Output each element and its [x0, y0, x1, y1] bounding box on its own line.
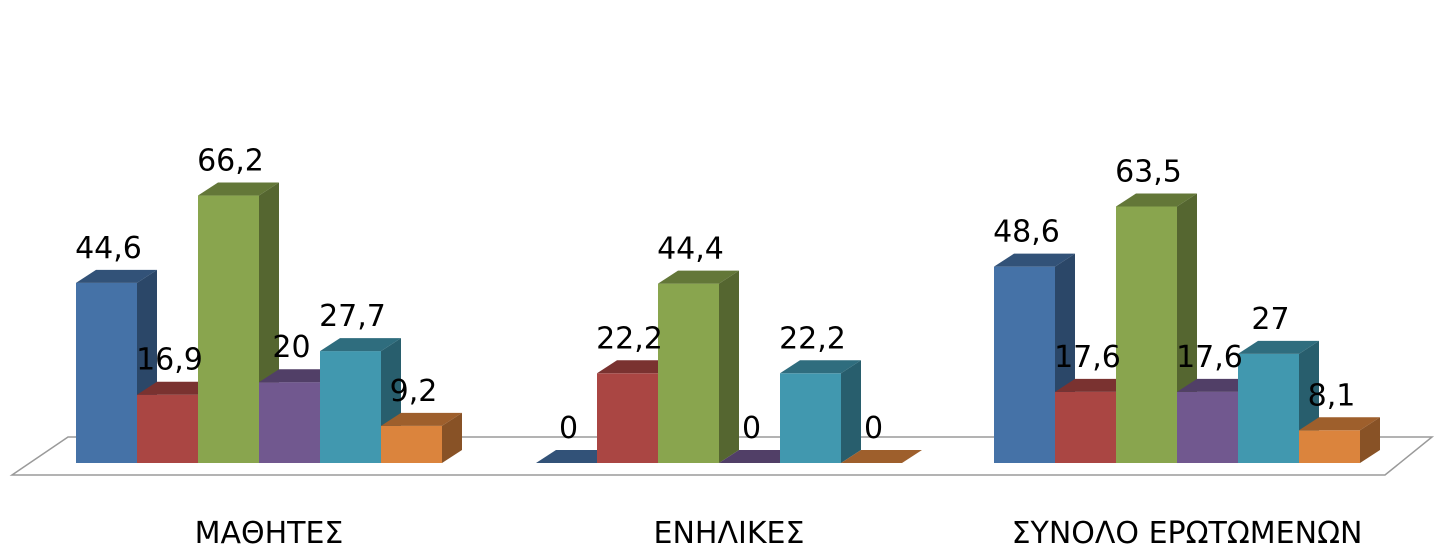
bar-top — [1116, 193, 1197, 207]
bar-front — [658, 283, 719, 463]
category-label: ΣΥΝΟΛΟ ΕΡΩΤΩΜΕΝΩΝ — [1012, 516, 1363, 547]
data-labels: 44,6 16,9 66,2 20 27,7 9,2 0 22,2 44,4 0 22,2 0 48,6… — [75, 144, 1355, 446]
bar-top — [259, 369, 340, 383]
bar-front — [76, 282, 137, 463]
bar-front — [198, 195, 259, 463]
bars — [76, 182, 1380, 463]
bar-top — [658, 270, 739, 284]
bar — [536, 450, 617, 463]
bar-front — [320, 351, 381, 463]
bar-side — [1360, 417, 1380, 463]
bar — [780, 360, 861, 463]
category-label: ΜΑΘΗΤΕΣ — [195, 516, 344, 547]
data-label: 44,6 — [75, 231, 142, 266]
data-label: 0 — [864, 411, 883, 446]
bar-front — [1299, 430, 1360, 463]
data-label: 16,9 — [136, 343, 203, 378]
bar-top — [994, 253, 1075, 267]
bar-top — [841, 450, 922, 463]
bar-side — [442, 412, 462, 463]
bar-front — [137, 394, 198, 463]
bar — [841, 450, 922, 463]
bar-top — [198, 182, 279, 196]
bar-group-3 — [994, 193, 1380, 463]
data-label: 0 — [742, 411, 761, 446]
bar-front — [597, 373, 658, 463]
bar-group-2 — [536, 270, 922, 463]
bar-front — [381, 425, 442, 463]
data-label: 63,5 — [1115, 154, 1182, 189]
data-label: 27 — [1251, 302, 1289, 337]
data-label: 27,7 — [319, 299, 386, 334]
bar — [381, 412, 462, 463]
data-label: 0 — [559, 411, 578, 446]
bar-top — [320, 338, 401, 352]
bar-front — [994, 266, 1055, 463]
data-label: 22,2 — [779, 321, 846, 356]
bar-top — [1055, 378, 1136, 392]
bar-front — [259, 382, 320, 463]
bar-top — [780, 360, 861, 374]
bar-top — [381, 412, 462, 426]
data-label: 17,6 — [1054, 340, 1121, 375]
data-label: 20 — [272, 330, 310, 365]
bar-front — [1177, 391, 1238, 463]
data-label: 48,6 — [993, 215, 1060, 250]
bar-top — [1177, 378, 1258, 392]
data-label: 66,2 — [197, 144, 264, 179]
category-label: ΕΝΗΛΙΚΕΣ — [654, 516, 805, 547]
bar-top — [137, 381, 218, 395]
bar-front — [1238, 353, 1299, 463]
data-label: 22,2 — [596, 321, 663, 356]
bar-front — [1116, 206, 1177, 463]
bar-front — [780, 373, 841, 463]
data-label: 17,6 — [1176, 340, 1243, 375]
bar-top — [1299, 417, 1380, 431]
bar-top — [719, 450, 800, 463]
bar — [1299, 417, 1380, 463]
data-label: 9,2 — [390, 374, 438, 409]
category-labels: ΜΑΘΗΤΕΣ ΕΝΗΛΙΚΕΣ ΣΥΝΟΛΟ ΕΡΩΤΩΜΕΝΩΝ — [195, 516, 1363, 547]
bar-side — [719, 270, 739, 463]
bar-top — [536, 450, 617, 463]
bar-group-1 — [76, 182, 462, 463]
bar-front — [1055, 391, 1116, 463]
bar — [719, 450, 800, 463]
data-label: 8,1 — [1308, 378, 1356, 413]
bar — [1116, 193, 1197, 463]
bar-top — [1238, 340, 1319, 354]
bar-top — [76, 269, 157, 283]
bar-side — [841, 360, 861, 463]
bar-top — [597, 360, 678, 374]
bar — [658, 270, 739, 463]
data-label: 44,4 — [657, 232, 724, 267]
